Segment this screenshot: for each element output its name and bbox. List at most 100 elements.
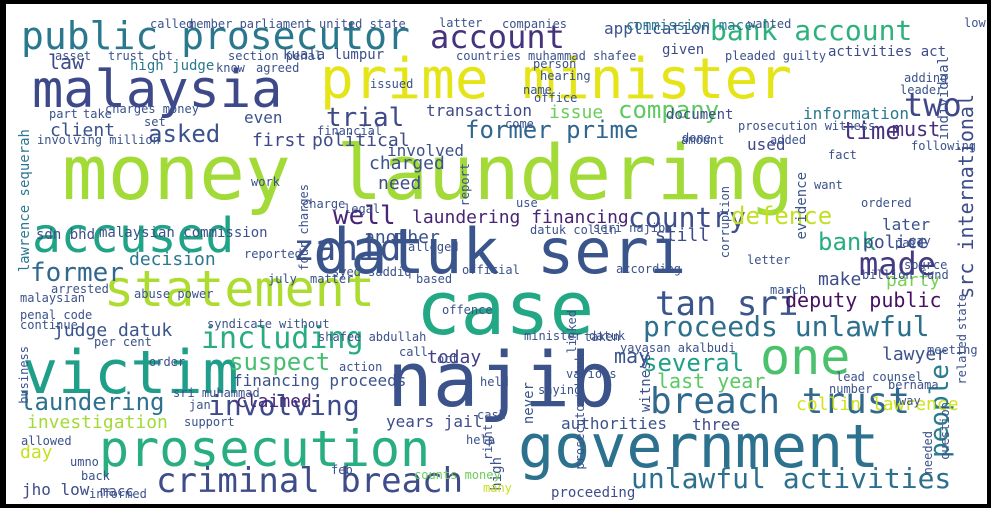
word-cloud-word: collin lawrence [796,394,959,415]
word-cloud-word: never [521,382,537,425]
word-cloud-word: company [618,96,720,124]
word-cloud-word: lead counsel [836,370,923,384]
word-cloud-word: number [829,382,873,396]
word-cloud-word: allowed [21,434,72,448]
word-cloud-word: investigation [27,412,168,433]
word-cloud-word: taken [584,330,621,344]
word-cloud-word: government [518,412,880,482]
word-cloud-word: billion fund [862,268,949,282]
word-cloud-word: later [882,215,931,234]
word-cloud-word: evidence [794,172,810,240]
word-cloud-word: commission macc [626,18,753,34]
word-cloud-word: charge [302,197,346,211]
word-cloud-word: leader [900,83,944,97]
word-cloud-word: financing proceeds [233,371,407,390]
word-cloud-word: bank [818,228,876,256]
word-cloud-word: day [20,442,53,463]
word-cloud-word: paid [895,236,924,250]
word-cloud-word: proceeds unlawful [643,310,930,343]
word-cloud-word: seri najib [593,221,666,235]
word-cloud-word: lawrence sequerah [17,129,33,273]
word-cloud-word: sdn bhd [36,227,96,243]
word-cloud-word: linked [565,310,579,354]
word-cloud-word: transaction [426,101,532,120]
word-cloud-word: name [523,83,552,97]
word-cloud-word: witness [638,353,654,413]
word-cloud-word: tan sri [655,284,799,324]
word-cloud-word: three [692,415,741,434]
word-cloud-word: former [30,258,124,288]
word-cloud-word: made [859,245,937,283]
word-cloud-word: fact [828,148,857,162]
word-cloud-word: country [628,201,747,234]
word-cloud-word: various [566,367,617,381]
word-cloud-word: want [814,178,843,192]
word-cloud-word: macc [100,484,134,500]
word-cloud-word: police [863,232,929,253]
word-cloud-word: reported [244,247,302,261]
word-cloud-word: bernama [888,378,939,392]
word-cloud-word: former prime [465,116,639,144]
word-cloud-word: application [604,19,710,38]
word-cloud-word: business [17,346,31,404]
word-cloud-word: datuk seri [313,215,687,288]
word-cloud-word: cash [477,408,506,422]
word-cloud-word: one [760,328,851,386]
word-cloud-word: order [149,355,186,369]
word-cloud-word: agreed [256,61,300,75]
word-cloud-word: corruption [718,186,732,259]
word-cloud-word: trial [326,103,405,133]
word-cloud-word: march [770,283,807,297]
word-cloud-word: prosecution [99,420,431,478]
word-cloud-word: umno [70,455,99,469]
word-cloud-word: years jail [386,412,483,431]
word-cloud-word: asked [148,120,221,148]
word-cloud-word: amount [681,133,725,147]
word-cloud-word: continue [20,318,78,332]
word-cloud-word: without [279,317,330,331]
word-cloud-word: hearing [540,69,591,83]
word-cloud-word: proceeding [551,485,636,501]
word-cloud-word: support [184,415,235,429]
word-cloud-word: know [216,61,245,75]
word-cloud-word: last year [657,369,766,393]
word-cloud-word: time [842,117,900,145]
word-cloud-word: added [770,133,807,147]
word-cloud-word: done [682,131,711,145]
word-cloud-word: datuk collin [530,223,617,237]
word-cloud-word: following [911,139,977,153]
word-cloud-word: given [662,42,705,58]
word-cloud-word: offence [442,303,493,317]
word-cloud-word: action [339,360,383,374]
word-cloud-word: companies [502,17,568,31]
word-cloud-word: document [666,107,734,123]
word-cloud-word: used [747,135,786,154]
word-cloud-word: feb [331,463,353,477]
word-cloud-word: party [886,270,941,291]
word-cloud-word: individual [936,56,952,141]
word-cloud-word: saying [538,383,582,397]
word-cloud-word: involved [387,141,465,160]
word-cloud-word: issue [549,102,604,123]
word-cloud-word: another [364,227,440,248]
word-cloud-word: call [399,345,428,359]
word-cloud-word: matter [310,272,354,286]
word-cloud-word: back [81,469,110,483]
word-cloud-word: shafee abdullah [318,330,427,344]
word-cloud-word: office [534,91,578,105]
word-cloud-word: work [251,175,280,189]
word-cloud-word: question [938,402,952,460]
word-cloud-word: trust cbt [108,49,174,63]
word-cloud-word: wanted [748,17,792,31]
word-cloud-word: malaysian commission [99,225,268,241]
word-cloud-word: account [430,18,565,56]
word-cloud-word: meeting [927,343,978,357]
word-cloud-word: law [48,50,85,74]
word-cloud-word: unlawful activities [631,462,952,495]
word-cloud-word: sri muhammad [173,386,260,400]
word-cloud-word: case [416,266,595,352]
word-cloud-word: laundering financing [412,207,629,228]
word-cloud-word: legal [344,202,381,216]
word-cloud-word: latter [439,16,483,30]
word-cloud-word: take [83,107,112,121]
